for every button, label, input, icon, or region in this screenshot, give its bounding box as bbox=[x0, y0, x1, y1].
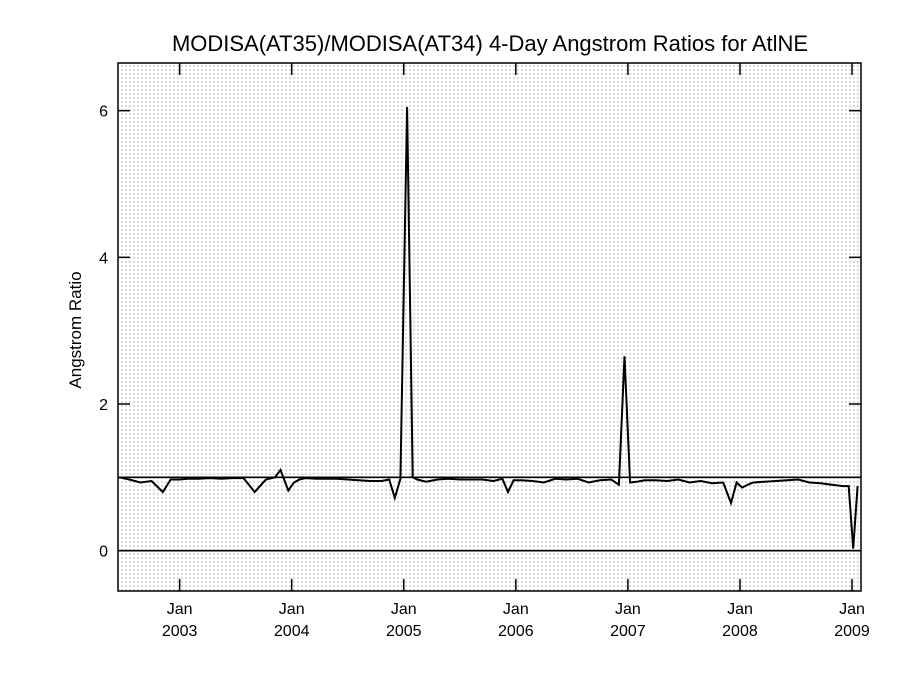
x-tick-year-label: 2004 bbox=[274, 623, 310, 640]
y-tick-label: 0 bbox=[99, 544, 108, 561]
y-axis-label: Angstrom Ratio bbox=[66, 271, 85, 388]
x-tick-year-label: 2008 bbox=[722, 623, 758, 640]
series-line-0 bbox=[118, 106, 859, 549]
x-tick-month-label: Jan bbox=[279, 601, 305, 618]
x-tick-month-label: Jan bbox=[503, 601, 529, 618]
y-axis: 0 2 4 6 bbox=[99, 104, 861, 561]
x-tick-year-label: 2007 bbox=[610, 623, 646, 640]
y-tick-label: 4 bbox=[99, 250, 108, 267]
chart-title: MODISA(AT35)/MODISA(AT34) 4-Day Angstrom… bbox=[172, 31, 808, 56]
x-tick-month-label: Jan bbox=[839, 601, 865, 618]
x-tick-month-label: Jan bbox=[727, 601, 753, 618]
y-tick-label: 2 bbox=[99, 397, 108, 414]
x-tick-month-label: Jan bbox=[167, 601, 193, 618]
x-tick-year-label: 2009 bbox=[834, 623, 870, 640]
x-tick-year-label: 2003 bbox=[162, 623, 198, 640]
y-tick-label: 6 bbox=[99, 104, 108, 121]
plot-area-grid bbox=[118, 63, 861, 591]
x-tick-year-label: 2006 bbox=[498, 623, 534, 640]
plot-frame bbox=[117, 62, 862, 592]
series-group bbox=[118, 106, 859, 549]
x-axis: Jan 2003 Jan 2004 Jan 2005 Jan 2006 Jan 2007 Jan 20… bbox=[162, 63, 870, 640]
x-tick-year-label: 2005 bbox=[386, 623, 422, 640]
x-tick-month-label: Jan bbox=[391, 601, 417, 618]
x-tick-month-label: Jan bbox=[615, 601, 641, 618]
